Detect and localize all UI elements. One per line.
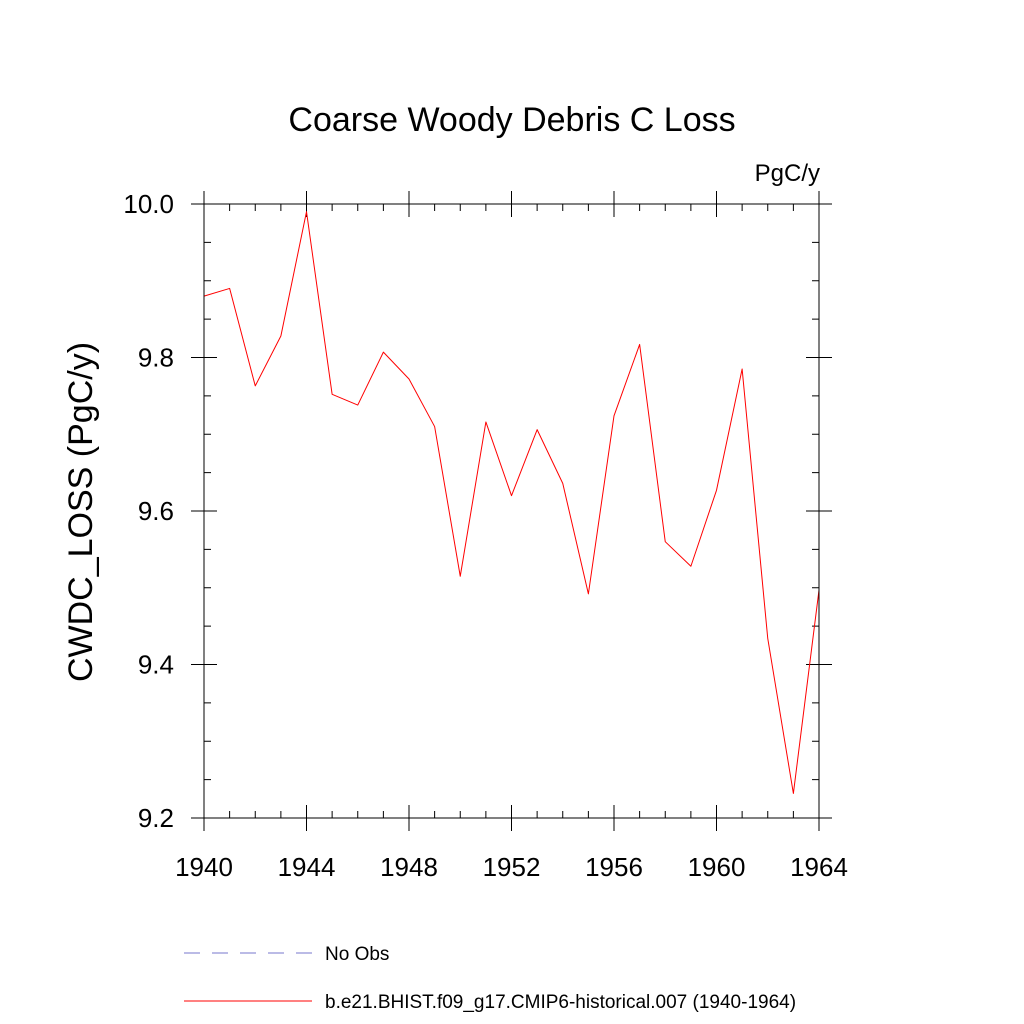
legend-label-no-obs: No Obs bbox=[325, 944, 389, 965]
y-tick-label: 9.8 bbox=[138, 343, 174, 373]
plot-series bbox=[203, 211, 820, 794]
x-tick-label: 1956 bbox=[585, 852, 643, 882]
y-major-ticks bbox=[191, 203, 832, 819]
y-minor-ticks bbox=[204, 241, 819, 781]
x-tick-label: 1944 bbox=[278, 852, 336, 882]
y-tick-label: 10.0 bbox=[123, 189, 174, 219]
plot-frame bbox=[203, 203, 820, 819]
x-major-ticks bbox=[203, 191, 820, 831]
x-tick-label: 1940 bbox=[175, 852, 233, 882]
x-tick-label: 1964 bbox=[790, 852, 848, 882]
chart-title: Coarse Woody Debris C Loss bbox=[288, 101, 735, 139]
legend: No Obs b.e21.BHIST.f09_g17.CMIP6-histori… bbox=[184, 944, 796, 1013]
y-tick-labels: 9.2 9.4 9.6 9.8 10.0 bbox=[123, 189, 174, 833]
y-tick-label: 9.2 bbox=[138, 803, 174, 833]
x-tick-labels: 1940 1944 1948 1952 1956 1960 1964 bbox=[175, 852, 848, 882]
series-line-historical bbox=[203, 211, 820, 794]
x-tick-label: 1948 bbox=[380, 852, 438, 882]
x-tick-label: 1960 bbox=[688, 852, 746, 882]
legend-label-historical: b.e21.BHIST.f09_g17.CMIP6-historical.007… bbox=[325, 992, 796, 1013]
y-tick-label: 9.4 bbox=[138, 650, 174, 680]
x-tick-label: 1952 bbox=[483, 852, 541, 882]
y-axis-label: CWDC_LOSS (PgC/y) bbox=[62, 342, 100, 682]
units-label: PgC/y bbox=[755, 160, 820, 187]
y-tick-label: 9.6 bbox=[138, 496, 174, 526]
x-minor-ticks bbox=[229, 204, 794, 818]
